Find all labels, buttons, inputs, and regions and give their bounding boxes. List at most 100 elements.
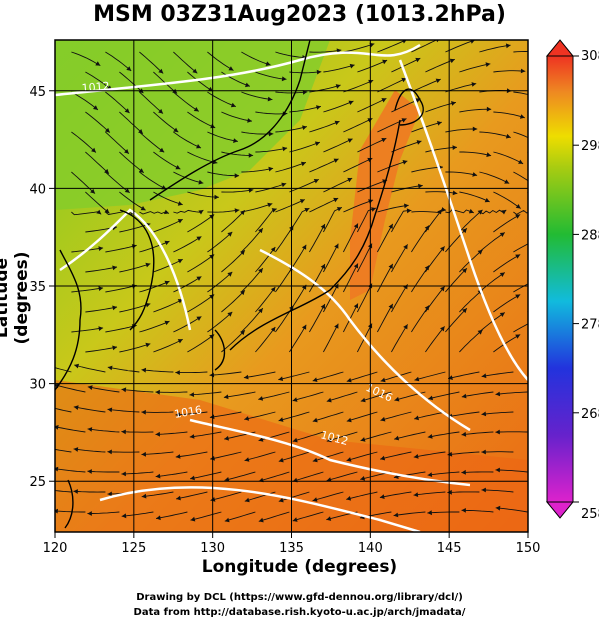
streamline xyxy=(121,471,154,475)
streamline xyxy=(493,254,521,273)
streamline-arrowhead xyxy=(326,397,332,403)
coast-hokkaido xyxy=(394,88,424,126)
streamline xyxy=(87,511,120,515)
streamline-arrowhead xyxy=(282,146,288,152)
streamline xyxy=(71,287,104,293)
warm-land-region xyxy=(350,90,420,300)
streamline-arrowhead xyxy=(141,493,147,499)
streamline xyxy=(289,178,319,193)
streamline xyxy=(323,323,339,353)
streamline-arrowhead xyxy=(155,431,160,437)
contour-1012-mid xyxy=(259,248,471,432)
streamline xyxy=(119,71,144,94)
streamline xyxy=(394,431,426,440)
streamline xyxy=(342,303,359,333)
streamline xyxy=(275,225,294,253)
streamline xyxy=(155,431,188,435)
streamline-arrowhead xyxy=(451,101,456,106)
streamline xyxy=(139,171,167,190)
streamline xyxy=(73,490,106,493)
streamline-arrowhead xyxy=(173,127,179,133)
streamline-arrowhead xyxy=(141,409,146,415)
streamline-arrowhead xyxy=(55,425,59,430)
streamline-arrowhead xyxy=(485,62,491,67)
streamline-arrowhead xyxy=(415,57,421,63)
x-tick-label: 130 xyxy=(200,541,225,556)
streamline xyxy=(175,451,208,458)
streamline xyxy=(459,209,483,233)
streamline-arrowhead xyxy=(499,312,505,317)
streamline xyxy=(71,327,104,333)
streamline xyxy=(312,491,344,502)
streamline-arrowhead xyxy=(145,262,151,268)
streamline xyxy=(391,324,408,353)
streamline-arrowhead xyxy=(278,417,284,422)
streamline-arrowhead xyxy=(427,472,433,477)
streamline-arrowhead xyxy=(196,316,202,321)
streamline xyxy=(190,511,222,521)
streamline xyxy=(309,263,326,293)
streamline xyxy=(224,471,256,481)
streamline xyxy=(323,206,343,233)
streamline xyxy=(241,267,264,293)
streamline xyxy=(85,151,110,175)
streamline xyxy=(189,391,222,396)
streamline-arrowhead xyxy=(267,96,273,102)
streamline xyxy=(357,179,388,193)
streamline xyxy=(495,469,528,473)
streamline xyxy=(121,388,154,393)
streamline xyxy=(377,303,394,333)
streamline xyxy=(411,225,430,253)
streamline xyxy=(187,191,219,198)
y-tick-label: 30 xyxy=(29,378,46,393)
streamline xyxy=(481,371,514,377)
streamline-arrowhead xyxy=(334,323,339,329)
streamline-arrowhead xyxy=(404,203,409,209)
streamline xyxy=(221,329,246,353)
streamline-arrowhead xyxy=(486,152,492,157)
streamline xyxy=(141,369,174,373)
streamline-arrowhead xyxy=(518,159,524,164)
streamline-arrowhead xyxy=(435,78,441,83)
streamline-arrowhead xyxy=(402,160,408,165)
streamline xyxy=(209,371,242,376)
streamline xyxy=(393,471,426,478)
streamline-arrowhead xyxy=(268,131,274,137)
streamline xyxy=(139,211,170,215)
streamline xyxy=(71,51,101,66)
streamline-arrowhead xyxy=(164,240,170,246)
streamline xyxy=(258,391,290,400)
streamline xyxy=(258,431,290,442)
streamline xyxy=(187,254,215,273)
colorbar-tick-label: 308 xyxy=(581,49,599,64)
streamline xyxy=(312,371,344,382)
streamline xyxy=(493,294,521,313)
streamline xyxy=(173,131,202,149)
streamline xyxy=(187,334,215,353)
streamline xyxy=(414,411,446,420)
streamline xyxy=(175,411,208,416)
streamline-arrowhead xyxy=(224,517,230,523)
streamline xyxy=(360,431,392,442)
streamline xyxy=(445,40,476,53)
streamline-arrowhead xyxy=(124,108,130,113)
streamline-arrowhead xyxy=(112,305,117,311)
streamline xyxy=(461,471,494,474)
streamline-arrowhead xyxy=(138,129,143,134)
streamline xyxy=(189,431,222,438)
streamline xyxy=(119,263,151,273)
streamline xyxy=(447,411,480,418)
streamline xyxy=(153,258,183,273)
streamline-arrowhead xyxy=(314,141,320,146)
streamline xyxy=(323,100,354,113)
streamline xyxy=(207,91,236,108)
streamline-arrowhead xyxy=(353,223,359,229)
streamline-arrowhead xyxy=(346,417,352,423)
streamline-arrowhead xyxy=(145,342,151,348)
streamline xyxy=(221,249,246,273)
streamline xyxy=(141,451,174,455)
streamline-arrowhead xyxy=(158,108,163,114)
streamline-arrowhead xyxy=(535,185,540,190)
streamline xyxy=(292,431,324,442)
streamline xyxy=(71,211,102,216)
